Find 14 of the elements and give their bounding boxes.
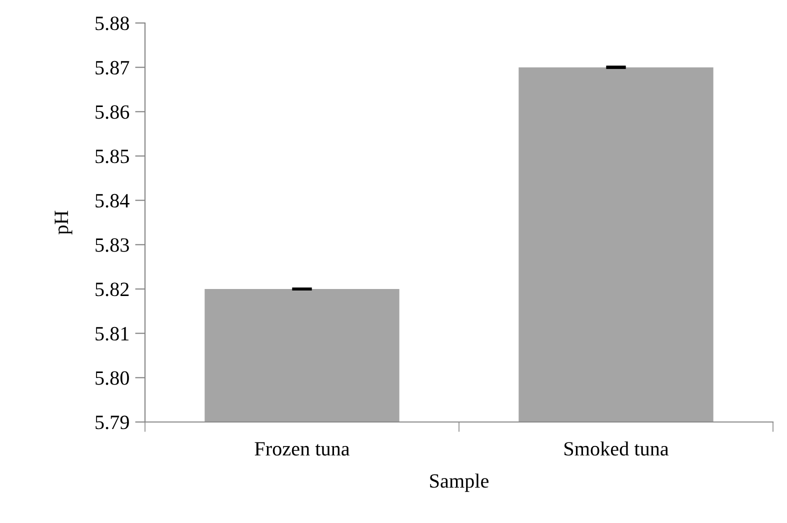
x-tick-label: Smoked tuna [564, 441, 669, 456]
x-axis-title: Sample [430, 474, 489, 492]
y-tick-label: 5.86 [96, 105, 130, 119]
y-tick-label: 5.88 [96, 16, 129, 30]
y-axis-title: pH [54, 210, 72, 234]
y-tick-label: 5.85 [96, 150, 129, 164]
y-tick-label: 5.82 [96, 282, 129, 296]
y-tick-label: 5.83 [96, 238, 129, 252]
x-tick-label: Frozen tuna [254, 442, 350, 456]
y-tick-label: 5.79 [96, 416, 129, 430]
y-tick-label: 5.84 [96, 194, 130, 208]
y-tick-label: 5.81 [96, 326, 129, 341]
y-tick-label: 5.87 [96, 60, 130, 75]
y-tick-label: 5.80 [96, 371, 129, 385]
